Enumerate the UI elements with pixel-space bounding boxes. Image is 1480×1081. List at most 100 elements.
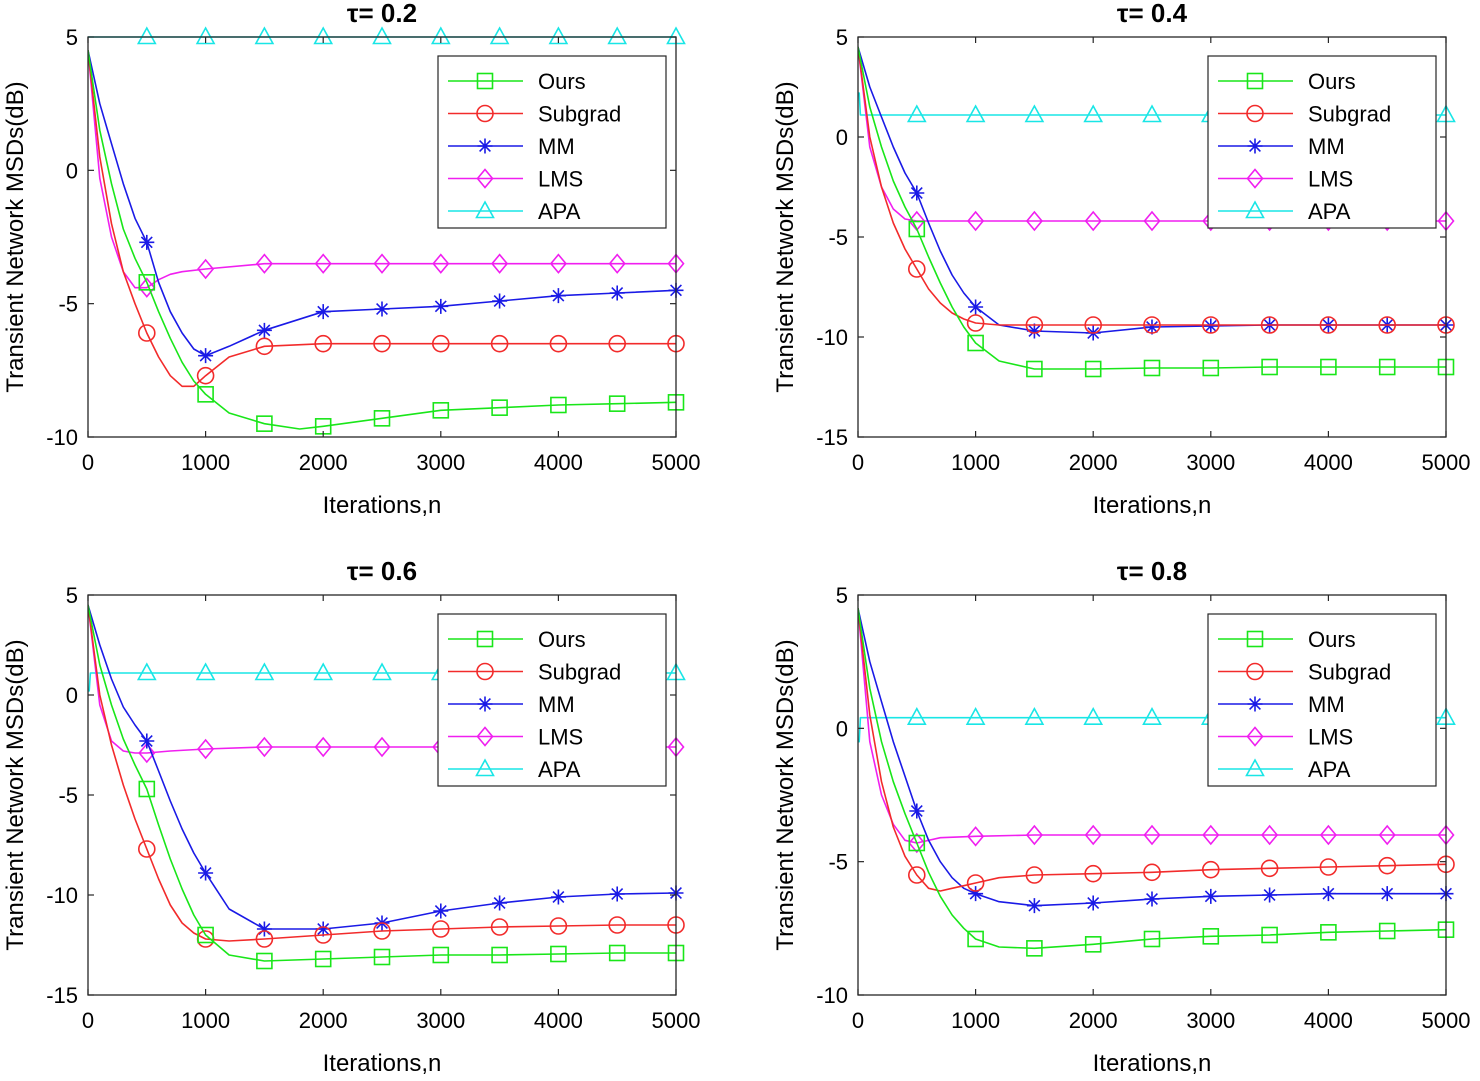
marker-ours — [432, 946, 450, 964]
marker-lms — [197, 258, 215, 280]
legend-entry-ours: Ours — [448, 69, 586, 94]
series-line-subgrad — [858, 608, 1446, 892]
marker-ours — [1378, 358, 1396, 376]
series-mm — [88, 50, 676, 357]
marker-subgrad — [196, 366, 215, 385]
x-tick-label: 1000 — [951, 450, 1000, 475]
legend-entry-apa: APA — [448, 199, 581, 224]
marker-ours — [491, 946, 508, 964]
marker-ours — [256, 415, 273, 432]
marker-apa — [1142, 707, 1162, 725]
marker-lms — [967, 826, 985, 847]
x-tick-label: 1000 — [951, 1008, 1000, 1033]
marker-mm — [550, 889, 566, 905]
marker-lms — [1084, 824, 1102, 846]
x-tick-label: 3000 — [416, 1008, 465, 1033]
marker-mm — [492, 293, 508, 309]
legend-entry-subgrad: Subgrad — [1218, 660, 1391, 685]
marker-apa — [965, 104, 986, 123]
legend-label: Subgrad — [1308, 102, 1391, 127]
marker-ours — [138, 274, 156, 291]
marker-subgrad — [490, 918, 509, 936]
marker-subgrad — [1378, 856, 1396, 875]
marker-ours — [1202, 928, 1220, 945]
marker-ours — [608, 395, 626, 412]
marker-ours — [967, 334, 984, 352]
y-tick-label: -5 — [828, 225, 848, 250]
marker-subgrad — [1260, 859, 1279, 878]
marker-ours — [550, 396, 567, 414]
marker-mm — [256, 921, 272, 937]
y-tick-label: -15 — [816, 425, 848, 450]
legend-entry-mm: MM — [448, 692, 575, 717]
marker-ours — [138, 780, 156, 798]
marker-mm — [1247, 696, 1263, 712]
marker-lms — [373, 736, 391, 758]
x-tick-label: 4000 — [1304, 450, 1353, 475]
legend-entry-lms: LMS — [1218, 725, 1353, 750]
marker-lms — [1143, 824, 1161, 846]
marker-apa — [1083, 104, 1104, 123]
x-tick-label: 4000 — [534, 450, 583, 475]
legend-label: APA — [1308, 757, 1351, 782]
legend-label: APA — [538, 199, 581, 224]
legend-entry-mm: MM — [1218, 134, 1345, 159]
marker-subgrad — [431, 334, 450, 353]
series-line-mm — [88, 50, 676, 357]
legend-entry-apa: APA — [1218, 757, 1351, 782]
marker-lms — [314, 736, 332, 758]
marker-ours — [1246, 630, 1264, 648]
marker-apa — [195, 662, 216, 681]
legend-entry-apa: APA — [1218, 199, 1351, 224]
marker-subgrad — [314, 926, 333, 944]
marker-mm — [198, 348, 214, 364]
chart-title: τ= 0.4 — [1117, 0, 1188, 28]
series-markers-ours — [138, 780, 685, 970]
legend-entry-subgrad: Subgrad — [1218, 102, 1391, 127]
legend-label: Subgrad — [538, 102, 621, 127]
marker-ours — [197, 386, 214, 403]
series-markers-subgrad — [138, 324, 685, 385]
series-ours — [88, 604, 676, 962]
y-axis-label: Transient Network MSDs(dB) — [772, 639, 799, 950]
y-tick-label: 0 — [836, 125, 848, 150]
marker-apa — [372, 26, 392, 45]
marker-ours — [476, 72, 494, 90]
marker-apa — [254, 662, 275, 681]
marker-mm — [1247, 138, 1263, 154]
marker-lms — [1246, 726, 1264, 747]
marker-mm — [550, 288, 566, 304]
marker-mm — [968, 886, 984, 902]
marker-subgrad — [1246, 104, 1264, 123]
marker-subgrad — [1246, 662, 1264, 681]
series-line-ours — [858, 608, 1446, 950]
legend: Ours Subgrad MM LMS APA — [437, 613, 667, 787]
legend-box — [437, 613, 667, 787]
y-tick-label: -5 — [58, 783, 78, 808]
marker-lms — [476, 168, 494, 189]
marker-lms — [549, 253, 567, 274]
marker-mm — [374, 301, 390, 317]
marker-subgrad — [1378, 316, 1396, 334]
marker-mm — [139, 234, 155, 250]
marker-subgrad — [138, 324, 156, 342]
marker-apa — [136, 26, 157, 45]
legend-box — [1207, 55, 1437, 229]
legend-entry-lms: LMS — [448, 725, 583, 750]
marker-lms — [608, 253, 626, 274]
marker-ours — [1202, 359, 1220, 377]
marker-subgrad — [1084, 864, 1102, 883]
y-tick-label: 5 — [66, 25, 78, 50]
x-tick-label: 3000 — [1186, 1008, 1235, 1033]
marker-ours — [1378, 922, 1396, 940]
series-markers-subgrad — [138, 840, 685, 948]
legend-entry-subgrad: Subgrad — [448, 660, 621, 685]
legend-entry-mm: MM — [448, 134, 575, 159]
series-lms — [858, 608, 1446, 844]
legend-entry-subgrad: Subgrad — [448, 102, 621, 127]
marker-subgrad — [138, 840, 156, 858]
marker-apa — [136, 662, 157, 681]
x-tick-label: 5000 — [652, 1008, 701, 1033]
marker-ours — [1084, 936, 1102, 953]
